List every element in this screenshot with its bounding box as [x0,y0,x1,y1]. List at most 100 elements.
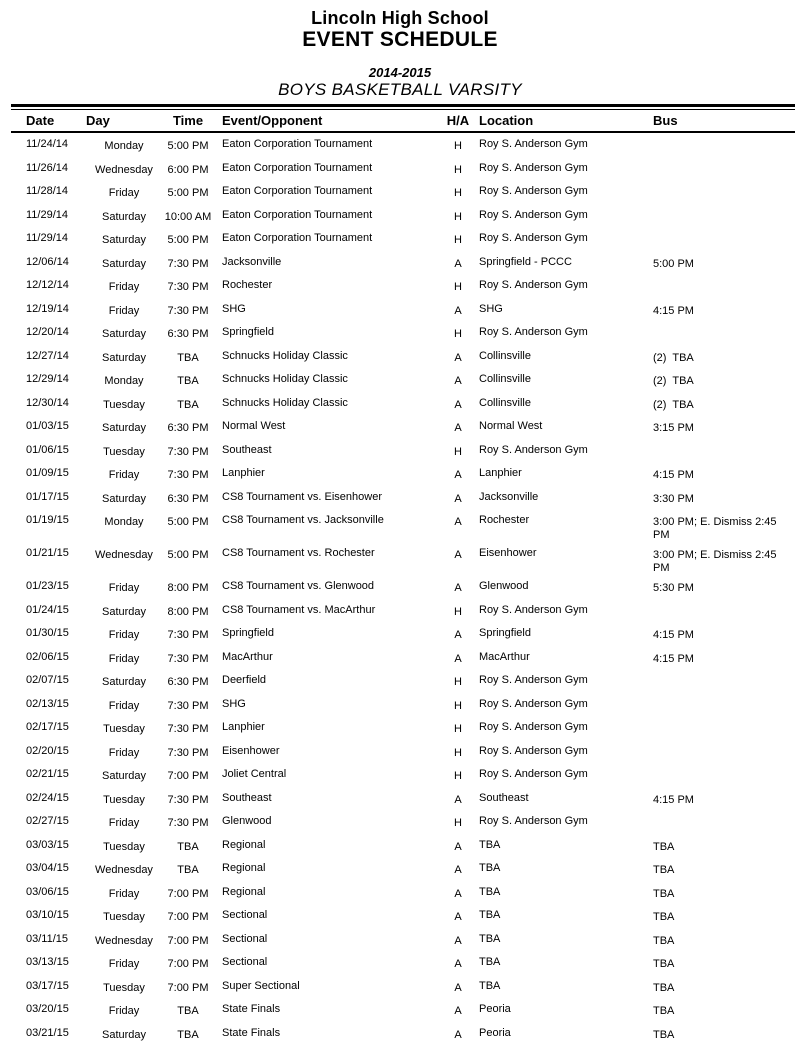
cell-location: Roy S. Anderson Gym [479,279,588,291]
cell-date: 01/17/15 [26,490,69,503]
cell-bus: TBA [653,1005,675,1017]
table-header-row: Date Day Time Event/Opponent H/A Locatio… [11,110,795,133]
cell-date: 01/06/15 [26,443,69,456]
cell-bus [648,227,795,234]
cell-location: Roy S. Anderson Gym [479,326,588,338]
cell-day: Friday [108,887,140,900]
cell-time: 7:00 PM [167,911,209,923]
schedule-table: Date Day Time Event/Opponent H/A Locatio… [11,104,795,1045]
cell-event: Schnucks Holiday Classic [222,373,348,385]
cell-ha: A [454,934,462,947]
cell-ha: A [454,257,462,270]
cell-ha: A [454,793,462,806]
cell-bus: 4:15 PM [653,304,694,317]
cell-day: Saturday [101,234,147,246]
cell-time: 7:00 PM [167,934,209,947]
cell-time: 7:30 PM [167,746,209,759]
cell-bus: 3:00 PM; E. Dismiss 2:45 PM [653,549,780,574]
cell-location: Roy S. Anderson Gym [479,815,588,827]
cell-ha: A [454,652,462,665]
cell-day: Friday [108,187,140,199]
cell-time: 7:30 PM [167,629,209,641]
table-row: 01/06/15 Tuesday 7:30 PM Southeast H Roy… [11,439,795,463]
cell-ha: A [454,1028,462,1041]
cell-date: 01/19/15 [26,514,69,526]
table-row: 03/03/15 Tuesday TBA Regional A TBA TBA [11,834,795,858]
cell-date: 02/24/15 [26,791,69,804]
cell-location: Peoria [479,1026,511,1039]
cell-day: Saturday [101,422,147,434]
cell-time: 7:30 PM [167,257,209,270]
cell-location: TBA [479,979,501,992]
cell-time: 7:00 PM [167,887,209,900]
cell-location: Southeast [479,791,529,804]
cell-event: SHG [222,302,246,315]
table-row: 12/20/14 Saturday 6:30 PM Springfield H … [11,321,795,345]
table-row: 02/17/15 Tuesday 7:30 PM Lanphier H Roy … [11,716,795,740]
cell-bus: TBA [653,934,675,947]
cell-time: 7:30 PM [167,699,209,712]
cell-location: Roy S. Anderson Gym [479,744,588,757]
table-row: 01/19/15 Monday 5:00 PM CS8 Tournament v… [11,509,795,542]
cell-location: Normal West [479,420,543,432]
cell-event: CS8 Tournament vs. MacArthur [222,603,376,616]
cell-location: Lanphier [479,467,522,479]
cell-day: Friday [108,652,140,665]
cell-bus: TBA [653,864,675,876]
cell-location: Collinsville [479,349,531,362]
table-row: 02/24/15 Tuesday 7:30 PM Southeast A Sou… [11,787,795,811]
column-header-time: Time [172,112,204,128]
cell-location: Roy S. Anderson Gym [479,721,588,733]
cell-day: Wednesday [95,549,153,561]
table-row: 01/21/15 Wednesday 5:00 PM CS8 Tournamen… [11,542,795,575]
table-row: 11/29/14 Saturday 10:00 AM Eaton Corpora… [11,204,795,228]
cell-event: Regional [222,838,266,851]
cell-date: 02/21/15 [26,768,69,780]
table-row: 03/11/15 Wednesday 7:00 PM Sectional A T… [11,928,795,952]
table-row: 02/20/15 Friday 7:30 PM Eisenhower H Roy… [11,740,795,764]
cell-day: Friday [108,1005,140,1017]
cell-time: TBA [177,398,199,411]
cell-date: 12/12/14 [26,279,69,291]
cell-location: Collinsville [479,396,531,409]
cell-date: 03/21/15 [26,1026,69,1039]
cell-day: Wednesday [95,934,153,947]
cell-location: Springfield - PCCC [479,255,572,268]
cell-day: Saturday [101,257,147,270]
cell-day: Saturday [101,676,147,688]
table-row: 01/24/15 Saturday 8:00 PM CS8 Tournament… [11,599,795,623]
table-row: 02/27/15 Friday 7:30 PM Glenwood H Roy S… [11,810,795,834]
cell-time: 8:00 PM [167,605,209,618]
cell-ha: H [454,234,462,246]
cell-bus: 5:30 PM [653,582,694,594]
table-row: 03/21/15 Saturday TBA State Finals A Peo… [11,1022,795,1046]
cell-event: Joliet Central [222,768,287,780]
cell-ha: A [454,958,462,970]
table-row: 03/10/15 Tuesday 7:00 PM Sectional A TBA… [11,904,795,928]
cell-ha: H [454,210,462,223]
cell-bus: TBA [653,958,675,970]
column-header-day: Day [86,112,110,128]
table-row: 01/23/15 Friday 8:00 PM CS8 Tournament v… [11,575,795,599]
cell-bus [648,180,795,187]
cell-location: Roy S. Anderson Gym [479,697,588,710]
cell-day: Friday [108,958,140,970]
cell-date: 12/06/14 [26,255,69,268]
cell-event: State Finals [222,1003,281,1015]
cell-event: Eaton Corporation Tournament [222,161,373,174]
cell-time: 5:00 PM [167,234,209,246]
cell-location: TBA [479,956,501,968]
cell-time: TBA [177,1005,199,1017]
column-header-date: Date [26,112,55,128]
cell-date: 02/06/15 [26,650,69,663]
cell-time: 7:00 PM [167,770,209,782]
cell-time: 5:00 PM [167,187,209,199]
table-row: 11/24/14 Monday 5:00 PM Eaton Corporatio… [11,133,795,157]
cell-ha: A [454,911,462,923]
table-row: 01/09/15 Friday 7:30 PM Lanphier A Lanph… [11,462,795,486]
schedule-rows: 11/24/14 Monday 5:00 PM Eaton Corporatio… [11,133,795,1045]
cell-ha: A [454,422,462,434]
column-header-bus: Bus [653,112,678,128]
cell-time: 6:30 PM [167,328,209,340]
cell-date: 03/04/15 [26,862,69,874]
